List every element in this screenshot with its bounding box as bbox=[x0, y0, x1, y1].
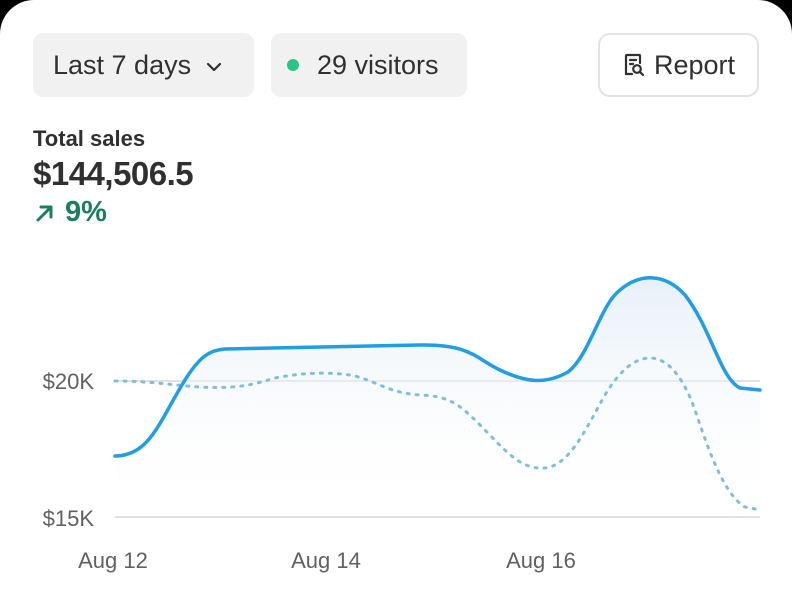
visitors-badge[interactable]: 29 visitors bbox=[271, 33, 467, 97]
x-tick-aug-14: Aug 14 bbox=[291, 548, 361, 573]
current-series-line bbox=[113, 276, 762, 458]
live-dot-icon bbox=[287, 59, 299, 71]
y-tick-15k: $15K bbox=[43, 506, 95, 531]
toolbar: Last 7 days 29 visitors Report bbox=[33, 33, 759, 97]
x-tick-aug-12: Aug 12 bbox=[78, 548, 148, 573]
arrow-up-right-icon bbox=[36, 205, 53, 221]
metric-change-value: 9% bbox=[65, 196, 107, 228]
x-tick-aug-16: Aug 16 bbox=[506, 548, 576, 573]
visitors-label: 29 visitors bbox=[317, 49, 439, 80]
report-label: Report bbox=[654, 49, 736, 80]
report-search-icon bbox=[620, 52, 646, 78]
metric-label: Total sales bbox=[33, 126, 146, 151]
metric-change: 9% bbox=[33, 196, 107, 229]
previous-series-line bbox=[113, 356, 762, 512]
report-button[interactable]: Report bbox=[598, 33, 759, 97]
y-tick-20k: $20K bbox=[43, 369, 95, 394]
metric-value: $144,506.5 bbox=[33, 155, 194, 192]
date-range-label: Last 7 days bbox=[53, 49, 192, 80]
chevron-down-icon bbox=[203, 54, 225, 76]
date-range-dropdown[interactable]: Last 7 days bbox=[33, 33, 254, 97]
sales-line-chart: $20K $15K Aug 12 Aug 14 Aug 16 bbox=[43, 276, 762, 573]
